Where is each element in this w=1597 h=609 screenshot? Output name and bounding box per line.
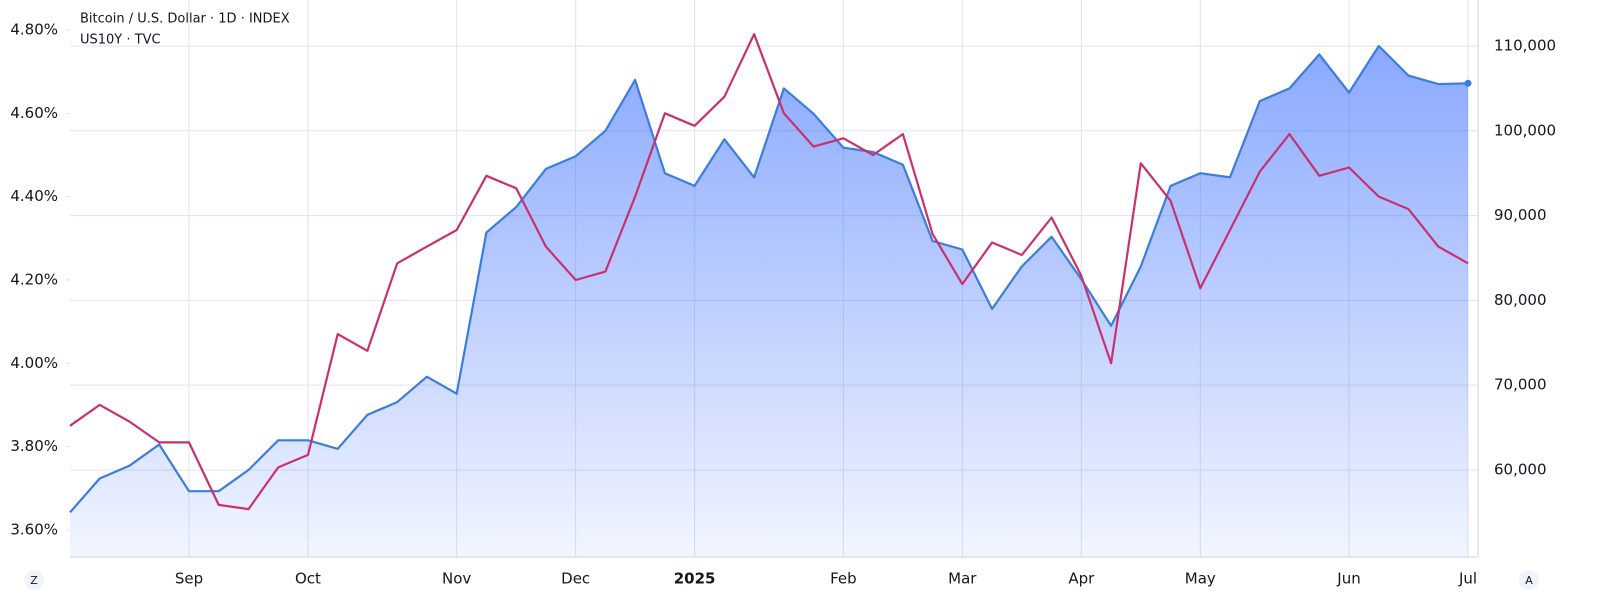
- line: [69, 33, 1469, 511]
- button-label[interactable]: Z: [30, 574, 38, 587]
- y-tick-label: 4.00%: [10, 354, 58, 372]
- y-tick-label: 3.80%: [10, 437, 58, 455]
- zoom-button[interactable]: [24, 570, 44, 590]
- y-tick-label: 4.80%: [10, 20, 58, 38]
- y-tick-label: 4.20%: [10, 270, 58, 288]
- y2-tick-label: 80,000: [1494, 291, 1547, 309]
- y2-tick-label: 70,000: [1494, 376, 1547, 394]
- y-tick-label: 3.60%: [10, 520, 58, 538]
- x-tick-label: May: [1185, 570, 1216, 588]
- y-tick-label: 4.40%: [10, 187, 58, 205]
- x-tick-label: 2025: [674, 570, 716, 588]
- area: [70, 46, 1468, 557]
- x-tick-label: Dec: [561, 570, 590, 588]
- auto-button[interactable]: [1519, 570, 1539, 590]
- y-tick-label: 4.60%: [10, 104, 58, 122]
- x-tick-label: Sep: [175, 570, 203, 588]
- y2-tick-label: 90,000: [1494, 206, 1547, 224]
- line: [69, 44, 1469, 514]
- y2-tick-label: 60,000: [1494, 460, 1547, 478]
- x-tick-label: Apr: [1068, 570, 1095, 588]
- legend-entry: US10Y · TVC: [80, 33, 161, 48]
- y2-tick-label: 110,000: [1494, 36, 1556, 54]
- x-tick-label: Feb: [830, 570, 857, 588]
- x-tick-label: Jul: [1458, 570, 1477, 588]
- button-label[interactable]: A: [1525, 574, 1533, 587]
- x-tick-label: Jun: [1336, 570, 1360, 588]
- last-point: [1464, 79, 1472, 87]
- x-tick-label: Nov: [442, 570, 471, 588]
- x-tick-label: Mar: [948, 570, 977, 588]
- y2-tick-label: 100,000: [1494, 121, 1556, 139]
- x-tick-label: Oct: [295, 570, 321, 588]
- legend-entry: Bitcoin / U.S. Dollar · 1D · INDEX: [80, 12, 290, 27]
